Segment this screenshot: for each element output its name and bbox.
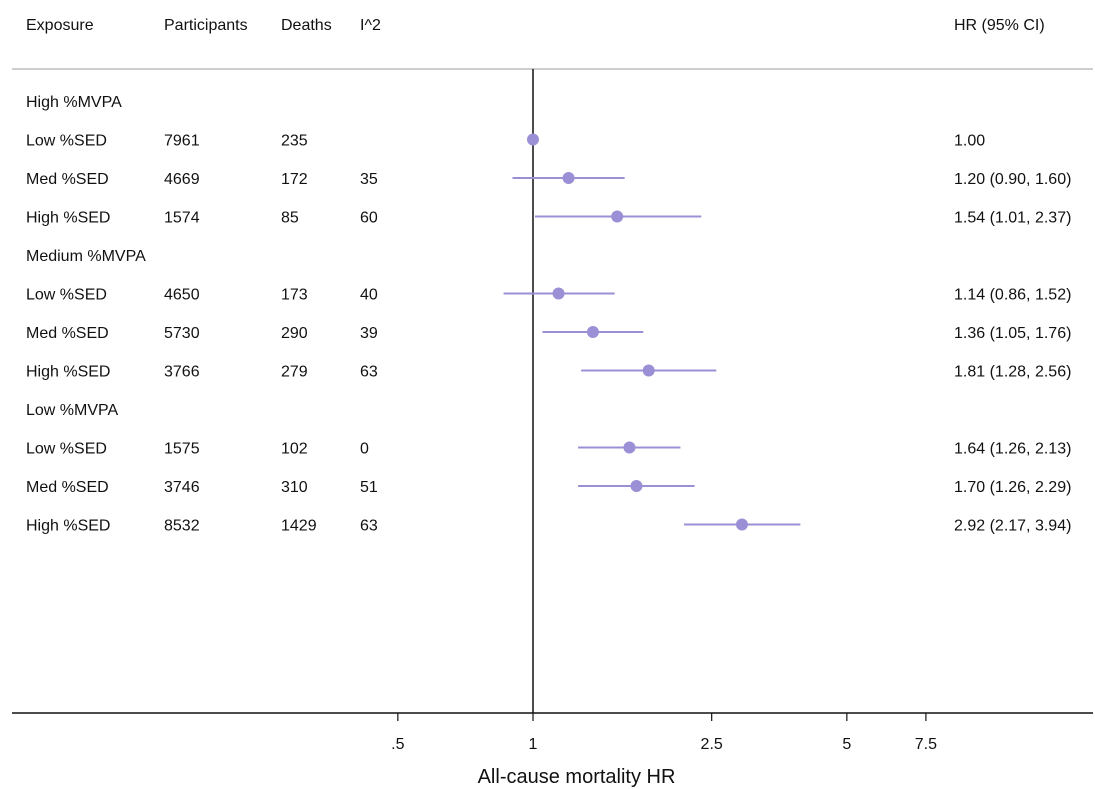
i2-value: 39 <box>360 325 378 342</box>
table-rows: High %MVPA Low %SED 7961 235 1.00 Med %SED 466… <box>26 94 1071 535</box>
hr-ci-text: 1.14 (0.86, 1.52) <box>954 287 1071 304</box>
deaths-value: 1429 <box>281 518 317 535</box>
hr-ci-text: 2.92 (2.17, 3.94) <box>954 518 1071 535</box>
hr-point <box>586 326 599 338</box>
x-axis: .5 1 2.5 5 7.5 All-cause mortality HR <box>12 712 1093 788</box>
deaths-value: 173 <box>281 287 308 304</box>
hr-point <box>735 518 748 531</box>
column-headers: Exposure Participants Deaths I^2 HR (95%… <box>26 17 1045 34</box>
deaths-value: 310 <box>281 479 308 496</box>
hr-ci-text: 1.36 (1.05, 1.76) <box>954 325 1071 342</box>
x-tick-label: 7.5 <box>915 736 937 753</box>
deaths-value: 85 <box>281 210 299 227</box>
row-label: Med %SED <box>26 325 109 342</box>
participants-value: 5730 <box>164 325 200 342</box>
hr-ci-text: 1.54 (1.01, 2.37) <box>954 210 1071 227</box>
x-axis-title: All-cause mortality HR <box>478 766 676 788</box>
group-label: High %MVPA <box>26 94 122 111</box>
i2-value: 51 <box>360 479 378 496</box>
header-deaths: Deaths <box>281 17 332 34</box>
x-tick-label: 1 <box>529 736 538 753</box>
row-label: Med %SED <box>26 171 109 188</box>
participants-value: 1574 <box>164 210 200 227</box>
hr-point <box>642 364 655 377</box>
x-tick-label: 5 <box>842 736 851 753</box>
participants-value: 1575 <box>164 441 200 458</box>
deaths-value: 235 <box>281 133 308 150</box>
deaths-value: 102 <box>281 441 308 458</box>
hr-point <box>630 480 643 492</box>
participants-value: 4650 <box>164 287 200 304</box>
participants-value: 3766 <box>164 364 200 381</box>
hr-point <box>623 441 636 454</box>
row-label: Low %SED <box>26 441 107 458</box>
deaths-value: 279 <box>281 364 308 381</box>
hr-ci-text: 1.64 (1.26, 2.13) <box>954 441 1071 458</box>
row-label: High %SED <box>26 210 110 227</box>
row-label: Low %SED <box>26 287 107 304</box>
hr-ci-text: 1.20 (0.90, 1.60) <box>954 171 1071 188</box>
header-i2: I^2 <box>360 17 381 34</box>
i2-value: 63 <box>360 364 378 381</box>
participants-value: 3746 <box>164 479 200 496</box>
i2-value: 35 <box>360 171 378 188</box>
x-tick-label: 2.5 <box>701 736 723 753</box>
hr-ci-text: 1.70 (1.26, 2.29) <box>954 479 1071 496</box>
hr-point <box>562 172 575 184</box>
deaths-value: 172 <box>281 171 308 188</box>
hr-ci-text: 1.00 <box>954 133 985 150</box>
deaths-value: 290 <box>281 325 308 342</box>
group-label: Low %MVPA <box>26 402 119 419</box>
i2-value: 0 <box>360 441 369 458</box>
group-label: Medium %MVPA <box>26 248 146 265</box>
row-label: Med %SED <box>26 479 109 496</box>
participants-value: 7961 <box>164 133 200 150</box>
hr-point <box>552 287 565 300</box>
row-label: High %SED <box>26 364 110 381</box>
hr-ci-text: 1.81 (1.28, 2.56) <box>954 364 1071 381</box>
hr-point <box>611 210 624 223</box>
header-exposure: Exposure <box>26 17 94 34</box>
header-participants: Participants <box>164 17 248 34</box>
hr-point <box>527 133 539 146</box>
participants-value: 4669 <box>164 171 200 188</box>
i2-value: 63 <box>360 518 378 535</box>
participants-value: 8532 <box>164 518 200 535</box>
x-tick-label: .5 <box>391 736 404 753</box>
i2-value: 40 <box>360 287 378 304</box>
header-hr: HR (95% CI) <box>954 17 1045 34</box>
row-label: High %SED <box>26 518 110 535</box>
i2-value: 60 <box>360 210 378 227</box>
plot-marks <box>503 69 801 713</box>
row-label: Low %SED <box>26 133 107 150</box>
